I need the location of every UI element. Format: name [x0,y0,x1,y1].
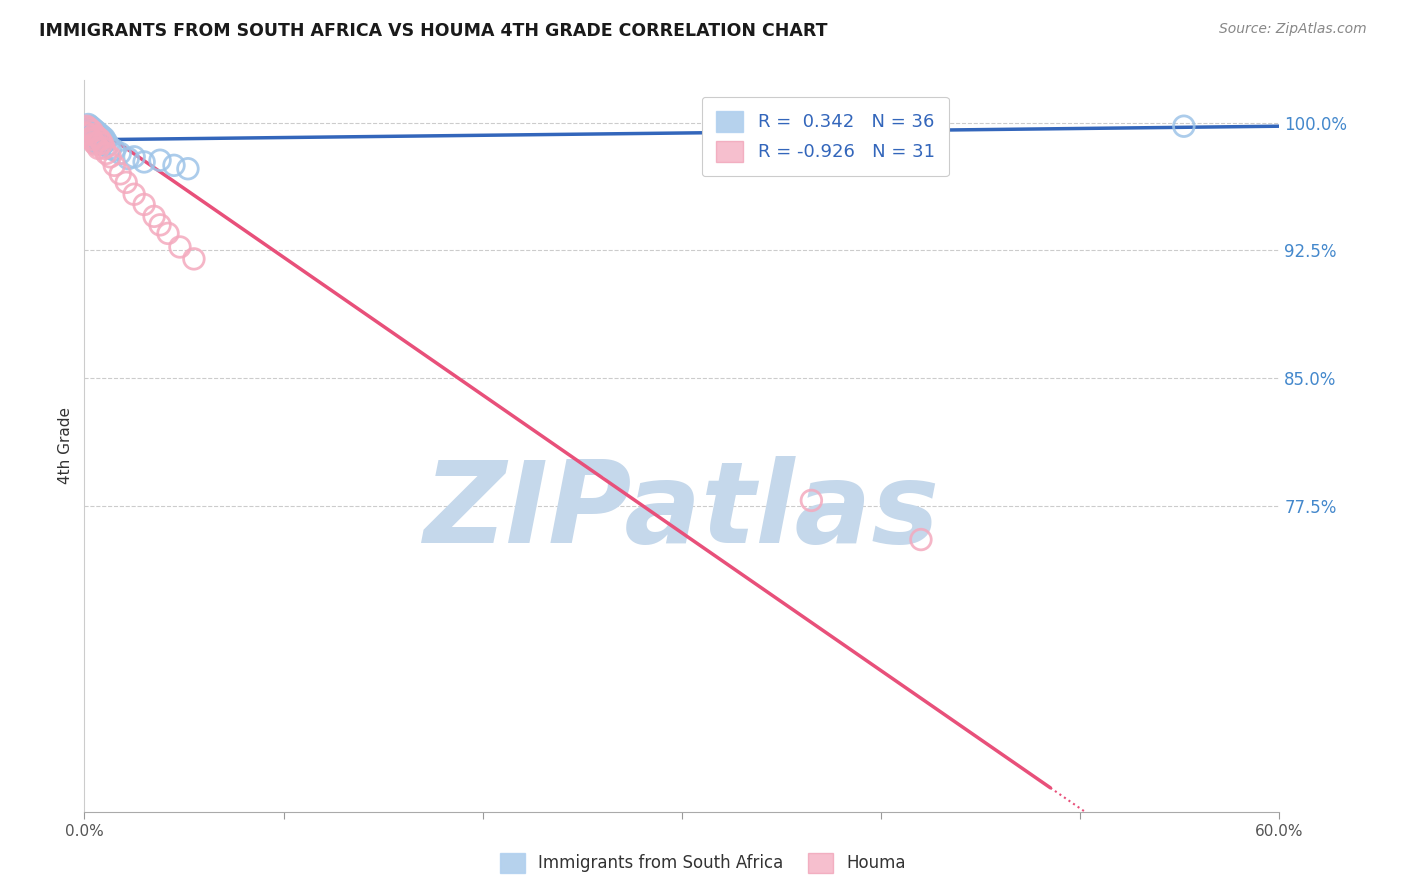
Text: ZIPatlas: ZIPatlas [423,457,941,567]
Point [89,128,111,142]
Point [122,150,145,164]
Point [87,126,110,140]
Text: Source: ZipAtlas.com: Source: ZipAtlas.com [1219,22,1367,37]
Legend: R =  0.342   N = 36, R = -0.926   N = 31: R = 0.342 N = 36, R = -0.926 N = 31 [702,96,949,177]
Point [110,167,132,181]
Point [82,126,104,140]
Point [98,141,121,155]
Point [98,150,121,164]
Point [75,120,97,135]
Point [96,146,118,161]
Point [122,187,145,202]
Point [89,133,111,147]
Y-axis label: 4th Grade: 4th Grade [58,408,73,484]
Point [86,129,108,144]
Point [177,161,200,176]
Point [77,128,100,142]
Point [93,141,115,155]
Point [169,240,191,254]
Point [82,133,104,147]
Point [103,143,125,157]
Point [117,152,139,166]
Text: IMMIGRANTS FROM SOUTH AFRICA VS HOUMA 4TH GRADE CORRELATION CHART: IMMIGRANTS FROM SOUTH AFRICA VS HOUMA 4T… [39,22,828,40]
Point [163,158,186,172]
Point [91,136,114,151]
Point [75,119,97,133]
Point [110,146,132,161]
Point [132,155,156,169]
Point [79,122,101,136]
Point [77,128,100,142]
Point [910,533,932,547]
Point [91,137,114,152]
Point [86,136,108,151]
Point [143,210,166,224]
Point [86,124,108,138]
Point [97,137,120,152]
Point [82,120,104,135]
Point [115,175,138,189]
Point [96,135,118,149]
Point [83,128,105,142]
Point [77,122,100,136]
Point [79,131,101,145]
Point [149,153,172,168]
Point [89,136,111,151]
Point [132,197,156,211]
Point [87,133,110,147]
Point [75,126,97,140]
Point [86,137,108,152]
Point [183,252,205,266]
Point [82,133,104,147]
Point [77,120,100,135]
Point [1173,119,1195,133]
Point [79,131,101,145]
Point [79,119,101,133]
Point [82,124,104,138]
Point [87,131,110,145]
Point [87,141,110,155]
Point [91,129,114,144]
Point [77,118,100,132]
Point [800,493,823,508]
Point [86,129,108,144]
Point [75,126,97,140]
Legend: Immigrants from South Africa, Houma: Immigrants from South Africa, Houma [494,847,912,880]
Point [157,227,180,241]
Point [149,218,172,232]
Point [93,131,115,145]
Point [83,128,105,142]
Point [79,124,101,138]
Point [83,122,105,136]
Point [83,136,105,151]
Point [103,158,125,172]
Point [83,135,105,149]
